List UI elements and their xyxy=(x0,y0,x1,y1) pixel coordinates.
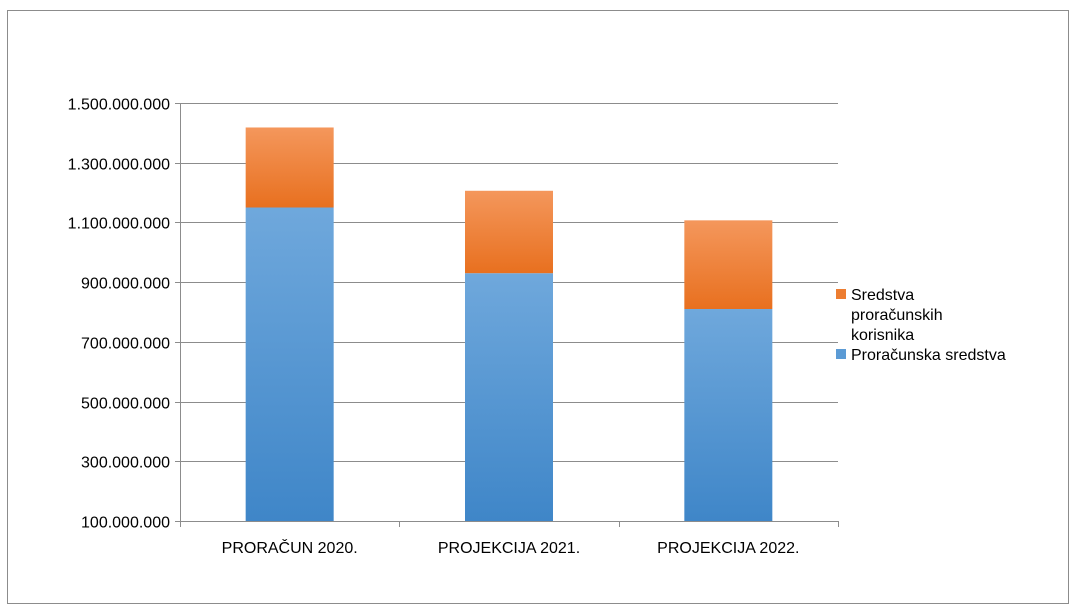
x-category-label: PROJEKCIJA 2022. xyxy=(657,540,799,557)
x-category-labels: PRORAČUN 2020. PROJEKCIJA 2021. PROJEKCIJA… xyxy=(222,538,800,557)
legend-label: korisnika xyxy=(851,327,914,344)
y-tick-label: 1.500.000.000 xyxy=(68,97,170,114)
axes xyxy=(175,103,839,527)
bar-proracunska-sredstva xyxy=(684,309,773,521)
y-tick-label: 300.000.000 xyxy=(81,455,170,472)
x-category-label: PROJEKCIJA 2021. xyxy=(438,540,580,557)
bar-sredstva-proracunskih-korisnika xyxy=(245,127,334,208)
bar-sredstva-proracunskih-korisnika xyxy=(465,190,553,274)
y-tick-label: 1.300.000.000 xyxy=(68,157,170,174)
bar-proracunska-sredstva xyxy=(465,273,553,521)
legend-label: Proračunska sredstva xyxy=(851,347,1006,364)
y-tick-labels: 100.000.000 300.000.000 500.000.000 700.000… xyxy=(68,97,170,532)
y-tick-label: 500.000.000 xyxy=(81,396,170,413)
y-tick-label: 900.000.000 xyxy=(81,276,170,293)
bar-sredstva-proracunskih-korisnika xyxy=(684,220,773,310)
legend: Sredstva proračunskih korisnika Proračunska… xyxy=(836,287,1006,364)
legend-swatch xyxy=(836,349,846,359)
y-tick-label: 100.000.000 xyxy=(81,515,170,532)
legend-label: Sredstva xyxy=(851,287,914,304)
bar-proracunska-sredstva xyxy=(245,207,334,521)
y-tick-label: 1.100.000.000 xyxy=(68,216,170,233)
y-tick-label: 700.000.000 xyxy=(81,336,170,353)
legend-swatch xyxy=(836,289,846,299)
legend-label: proračunskih xyxy=(851,307,943,324)
bars xyxy=(245,127,773,521)
x-category-label: PRORAČUN 2020. xyxy=(222,538,358,557)
